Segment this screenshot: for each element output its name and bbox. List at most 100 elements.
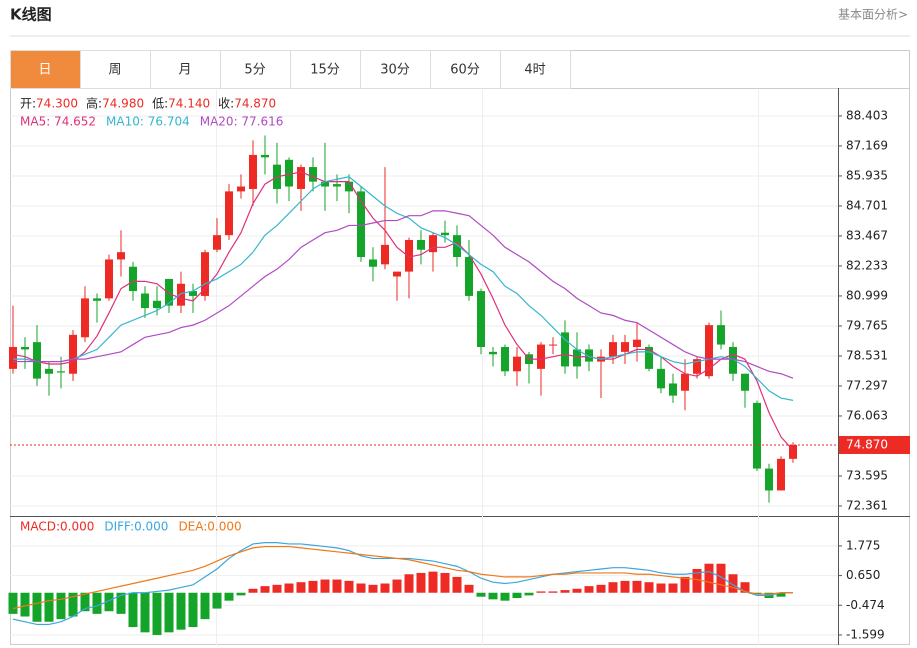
chart-frame (10, 50, 910, 645)
y-tick-label: 76.063 (846, 408, 888, 422)
tab-label[interactable]: 月 (178, 63, 191, 78)
tab-label[interactable]: 30分 (380, 63, 410, 78)
candle-body (201, 252, 209, 296)
ohlc-value: 74.300 (36, 97, 78, 111)
candle-body (537, 344, 545, 369)
macd-bar (68, 592, 78, 617)
legend-entry: MA20: 77.616 (200, 115, 284, 129)
candle-body (489, 351, 497, 355)
macd-bar (8, 592, 18, 614)
candle-body (105, 259, 113, 299)
tab-label[interactable]: 日 (38, 63, 51, 78)
macd-bar (320, 579, 330, 593)
candle-body (441, 232, 449, 236)
line (12, 545, 793, 610)
candle-body (117, 252, 125, 260)
candle-body (717, 325, 725, 345)
macd-bar (548, 591, 558, 593)
y-tick-label: 82.233 (846, 258, 888, 272)
tab[interactable] (360, 50, 431, 89)
candle-body (189, 291, 197, 296)
macd-bar (332, 579, 342, 593)
macd-bar (476, 592, 486, 597)
tab-label[interactable]: 4时 (524, 63, 545, 78)
y-tick-label: 80.999 (846, 288, 888, 302)
candle-body (261, 154, 269, 158)
macd-bar (284, 583, 294, 593)
macd-bar (536, 591, 546, 593)
tab[interactable] (80, 50, 151, 89)
macd-bar (752, 592, 762, 595)
legend-entry: MACD:0.000 (20, 520, 94, 534)
tab-label[interactable]: 周 (108, 63, 121, 78)
macd-bar (740, 582, 750, 593)
macd-bar (92, 592, 102, 614)
candle-body (45, 368, 53, 374)
candle-body (237, 186, 245, 192)
y-tick-label: 83.467 (846, 228, 888, 242)
macd-bar (668, 583, 678, 593)
y-tick-label: 77.297 (846, 378, 888, 392)
macd-bar (296, 582, 306, 593)
macd-bar (176, 592, 186, 630)
candle-body (621, 342, 629, 352)
candle-body (501, 346, 509, 372)
macd-bar (380, 583, 390, 593)
legend-entry: MA10: 76.704 (106, 115, 190, 129)
ohlc-label: 开: (20, 97, 36, 111)
macd-bar (524, 592, 534, 596)
tab-label[interactable]: 60分 (450, 63, 480, 78)
macd-bar (488, 592, 498, 600)
macd-bar (416, 572, 426, 593)
macd-bar (224, 592, 234, 601)
macd-bar (644, 582, 654, 593)
macd-bar (464, 584, 474, 593)
macd-bar (440, 572, 450, 593)
tab[interactable] (500, 50, 571, 89)
ohlc-value: 74.870 (234, 97, 276, 111)
y-tick-label: -0.474 (846, 598, 885, 612)
candle-body (345, 181, 353, 192)
candle-body (81, 298, 89, 338)
candle-body (21, 346, 29, 350)
candle-body (357, 191, 365, 258)
macd-bar (20, 592, 30, 617)
tab[interactable] (220, 50, 291, 89)
macd-bar (680, 576, 690, 593)
tab[interactable] (290, 50, 361, 89)
candle-body (657, 368, 665, 389)
macd-bar (392, 579, 402, 593)
candle-body (513, 356, 521, 372)
candle-body (417, 240, 425, 250)
tab-label[interactable]: 15分 (310, 63, 340, 78)
candle-body (549, 344, 557, 346)
tab-label[interactable]: 5分 (244, 63, 265, 78)
ohlc-label: 收: (218, 97, 234, 111)
macd-bar (728, 574, 738, 593)
candle-body (93, 298, 101, 301)
candle-body (225, 191, 233, 236)
fundamental-link[interactable]: 基本面分析> (838, 8, 908, 22)
line (12, 171, 794, 451)
y-tick-label: 73.595 (846, 468, 888, 482)
macd-bar (164, 592, 174, 633)
macd-bar (152, 592, 162, 635)
candle-body (141, 293, 149, 309)
macd-bar (560, 590, 570, 593)
tab[interactable] (10, 50, 81, 89)
ohlc-label: 低: (152, 97, 168, 111)
y-tick-label: 84.701 (846, 198, 888, 212)
candle-body (369, 259, 377, 267)
macd-bar (404, 574, 414, 593)
candle-body (153, 300, 161, 309)
candle-body (705, 325, 713, 377)
candle-body (561, 332, 569, 367)
candle-body (309, 167, 317, 182)
macd-bar (596, 584, 606, 593)
ohlc-value: 74.140 (168, 97, 210, 111)
candle-body (393, 271, 401, 277)
macd-bar (368, 584, 378, 593)
tab[interactable] (150, 50, 221, 89)
candle-body (165, 278, 173, 306)
